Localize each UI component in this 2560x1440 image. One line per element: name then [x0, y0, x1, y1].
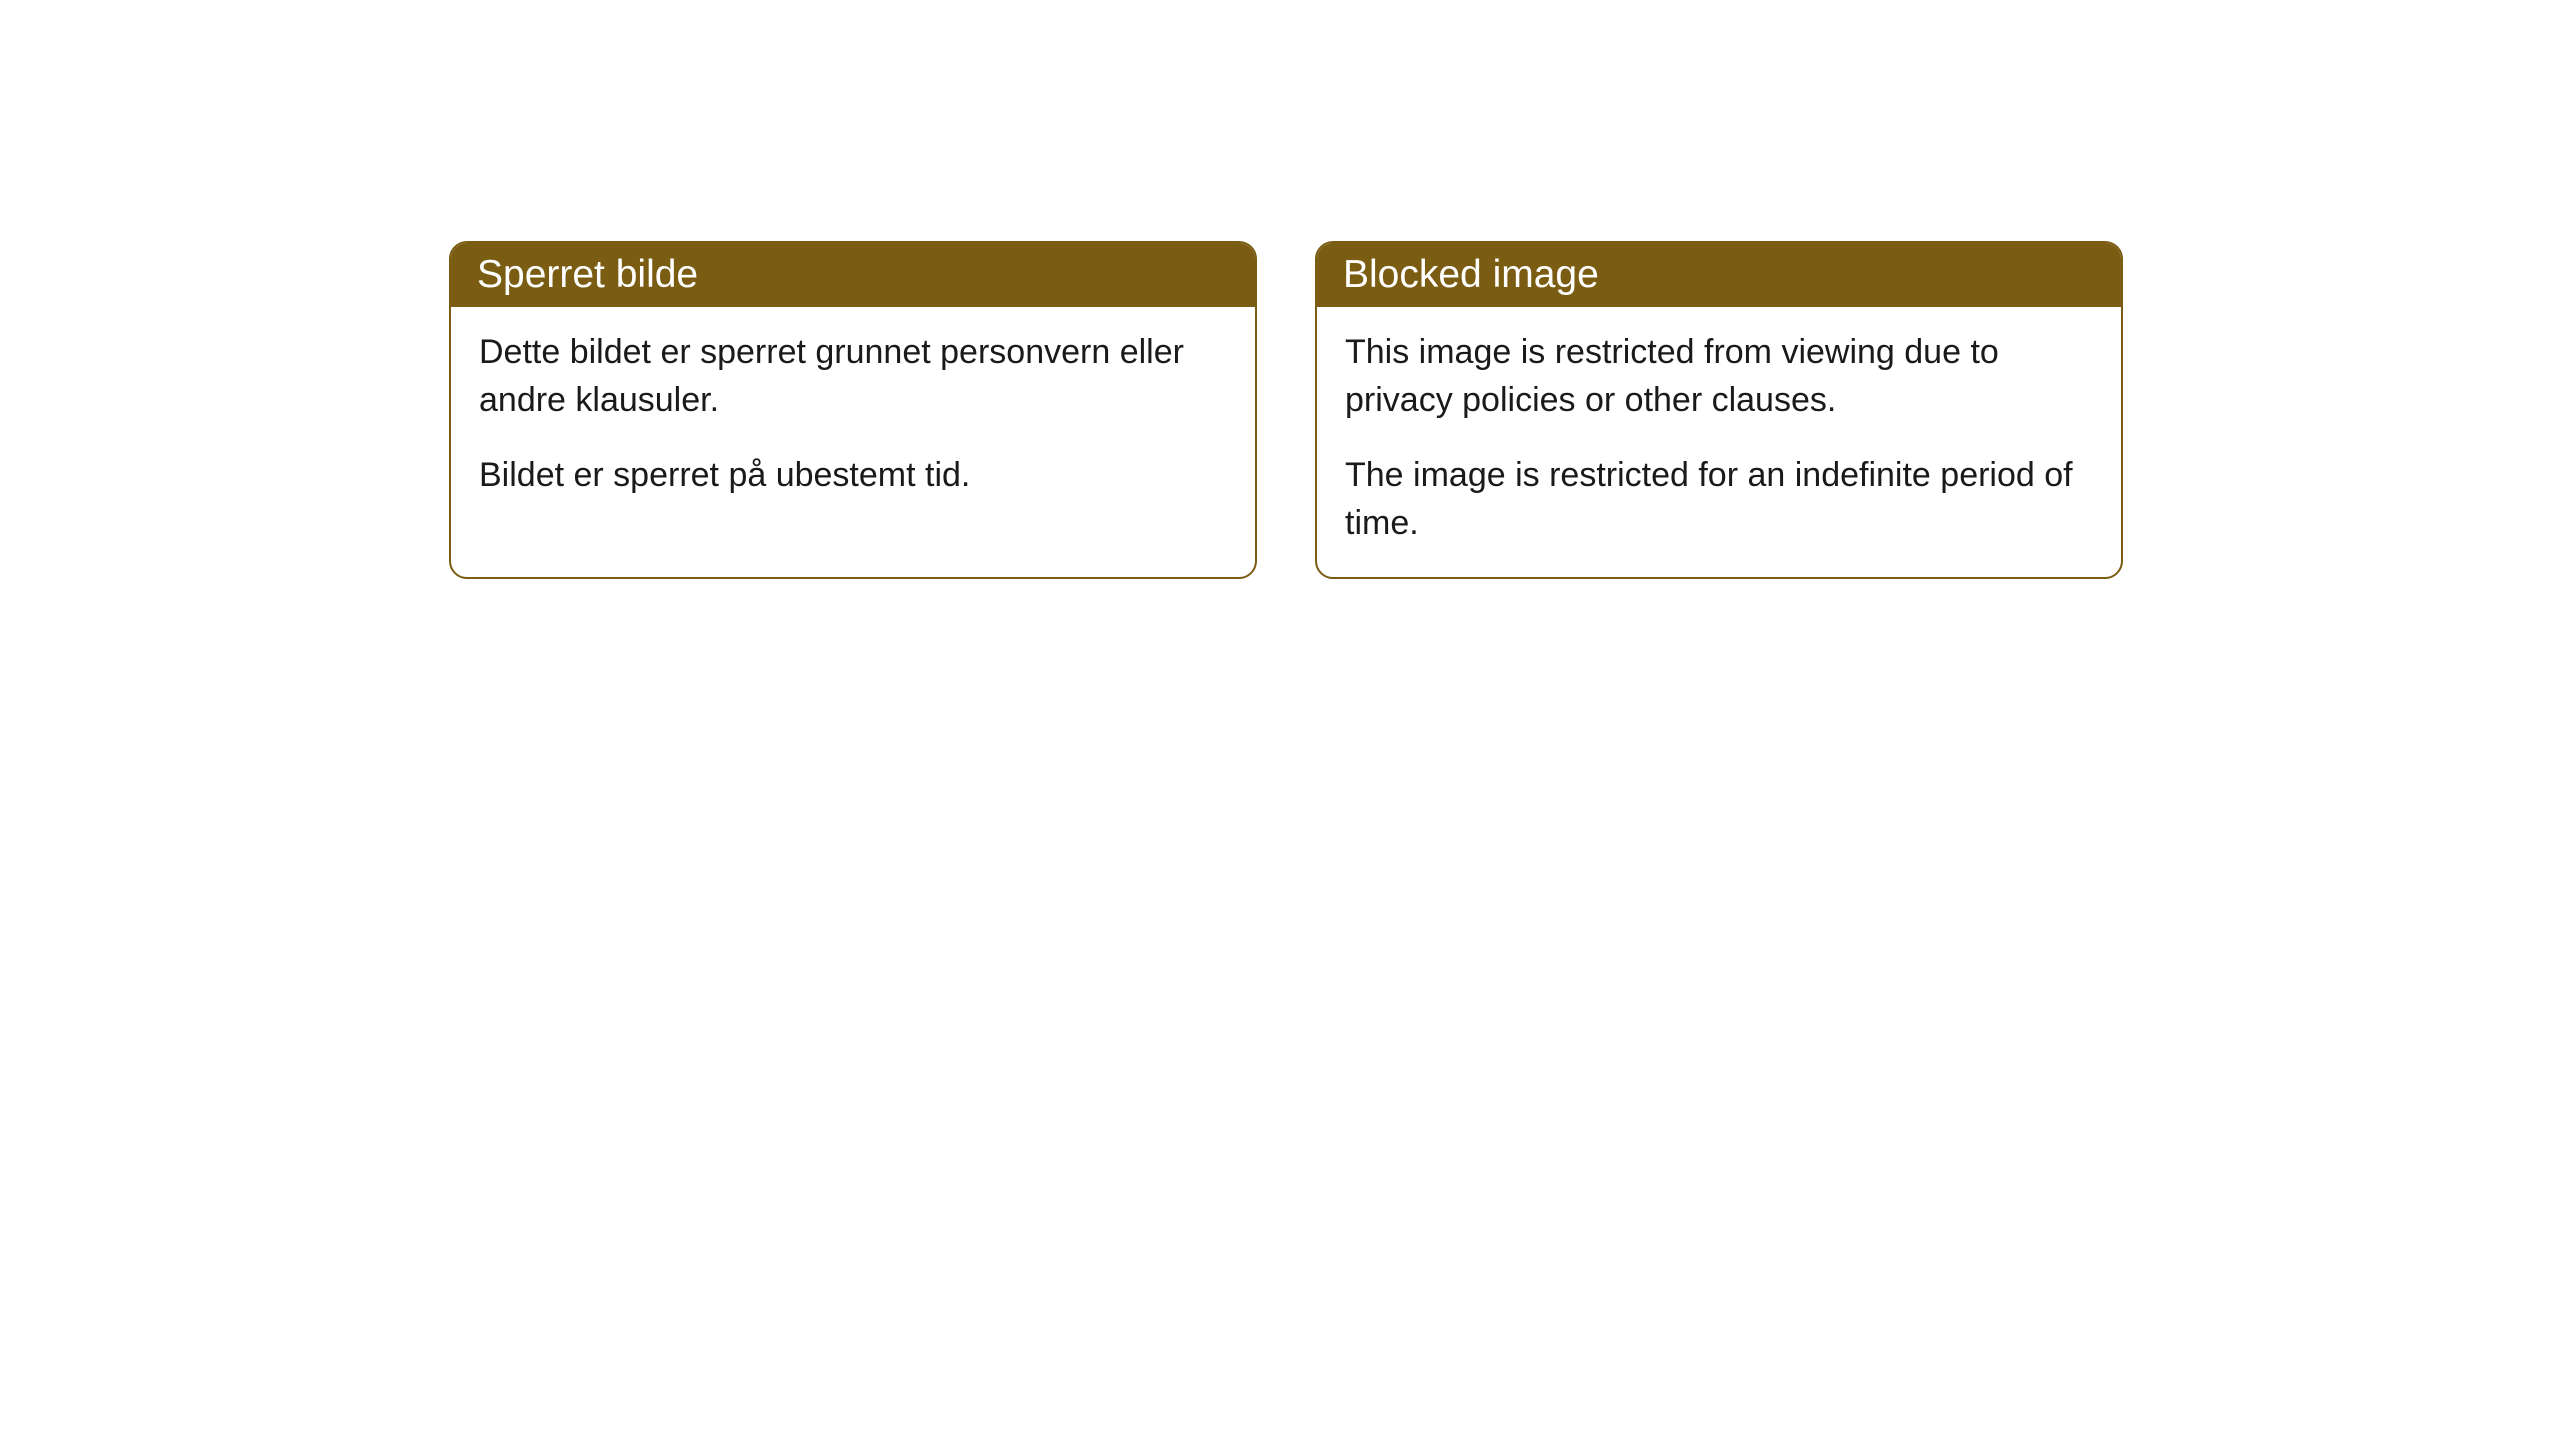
card-body-no: Dette bildet er sperret grunnet personve… [451, 307, 1255, 530]
card-body-en: This image is restricted from viewing du… [1317, 307, 2121, 577]
card-header-en: Blocked image [1317, 243, 2121, 307]
card-paragraph-no-1: Dette bildet er sperret grunnet personve… [479, 329, 1227, 424]
card-paragraph-en-2: The image is restricted for an indefinit… [1345, 452, 2093, 547]
card-paragraph-en-1: This image is restricted from viewing du… [1345, 329, 2093, 424]
card-header-no: Sperret bilde [451, 243, 1255, 307]
cards-container: Sperret bilde Dette bildet er sperret gr… [449, 241, 2123, 579]
blocked-image-card-en: Blocked image This image is restricted f… [1315, 241, 2123, 579]
card-paragraph-no-2: Bildet er sperret på ubestemt tid. [479, 452, 1227, 500]
blocked-image-card-no: Sperret bilde Dette bildet er sperret gr… [449, 241, 1257, 579]
